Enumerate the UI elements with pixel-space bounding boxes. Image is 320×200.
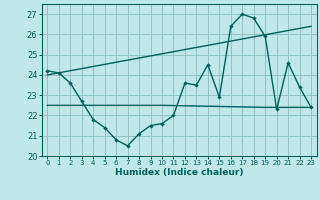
- X-axis label: Humidex (Indice chaleur): Humidex (Indice chaleur): [115, 168, 244, 177]
